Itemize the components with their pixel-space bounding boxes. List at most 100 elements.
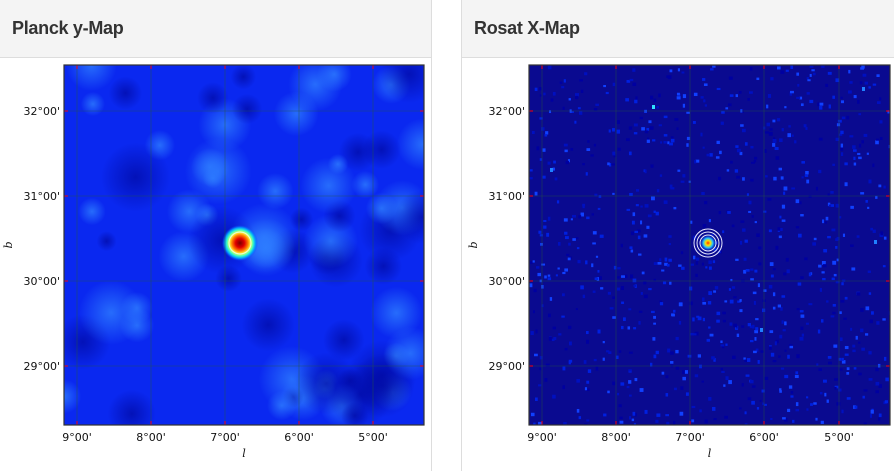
noise-pixel [777,227,781,231]
noise-pixel [664,257,668,262]
noise-pixel [562,293,565,297]
texture-blob [322,319,365,361]
noise-pixel [720,121,724,125]
noise-pixel [800,276,804,279]
noise-pixel [816,363,819,366]
noise-pixel [667,348,671,353]
noise-pixel [875,381,880,386]
noise-pixel [790,90,794,94]
noise-pixel [809,65,814,68]
noise-pixel [838,357,842,361]
noise-pixel [887,110,890,114]
noise-pixel [770,77,774,81]
noise-pixel [861,65,865,69]
texture-blob [364,247,403,285]
noise-pixel [599,234,604,238]
noise-pixel [883,236,887,240]
texture-blob [273,91,319,137]
noise-pixel [744,411,747,415]
noise-pixel [651,310,655,314]
noise-pixel [670,136,674,139]
noise-pixel [605,91,609,95]
noise-pixel [730,160,733,164]
noise-pixel [595,255,599,258]
noise-pixel [831,277,835,281]
noise-pixel [583,360,587,364]
noise-pixel [582,204,585,209]
noise-pixel [680,251,684,255]
noise-pixel [756,77,760,81]
noise-pixel [558,333,562,336]
noise-pixel [819,105,823,110]
noise-pixel [729,322,733,326]
noise-pixel [541,263,546,266]
noise-pixel [844,345,849,350]
noise-pixel [626,79,631,83]
noise-pixel [640,205,643,208]
noise-pixel [693,92,698,97]
noise-pixel [706,338,711,342]
noise-pixel [562,106,565,110]
noise-pixel [612,82,616,87]
noise-pixel [801,176,804,179]
noise-pixel [828,361,833,365]
noise-pixel [586,419,590,422]
noise-pixel [708,291,713,296]
noise-pixel [876,321,880,325]
noise-pixel [690,220,693,224]
noise-pixel [785,69,789,72]
noise-pixel [744,359,748,362]
noise-pixel [564,231,568,235]
noise-pixel [695,273,698,278]
noise-pixel [779,334,783,339]
noise-pixel [697,316,702,321]
noise-pixel [868,179,872,184]
noise-pixel [529,283,533,288]
noise-pixel [638,253,642,256]
noise-pixel [831,228,836,232]
noise-pixel [853,162,857,166]
noise-pixel [576,408,580,413]
noise-pixel [540,127,545,131]
noise-pixel [628,369,632,372]
noise-pixel [716,140,720,145]
noise-pixel [841,360,846,364]
noise-pixel [621,301,625,304]
noise-pixel [562,366,566,371]
noise-pixel [607,390,610,394]
noise-pixel [640,292,643,295]
noise-pixel [752,324,755,329]
noise-pixel [769,262,774,267]
noise-pixel [613,265,617,270]
noise-pixel [801,161,805,164]
noise-pixel [690,263,694,266]
noise-pixel [772,138,777,143]
noise-pixel [542,175,546,179]
noise-pixel [808,272,812,277]
texture-blob [396,118,424,171]
noise-pixel [669,69,673,73]
noise-pixel [768,229,772,233]
noise-pixel [563,79,566,83]
noise-pixel [669,184,673,189]
noise-pixel [815,186,818,191]
noise-pixel [691,419,695,423]
noise-pixel [618,404,622,408]
noise-pixel [755,318,759,321]
noise-pixel [665,375,669,379]
noise-pixel [858,372,862,376]
noise-pixel [778,167,782,171]
noise-pixel [607,162,610,166]
noise-pixel [850,327,853,331]
noise-pixel [670,138,675,143]
noise-pixel [745,268,750,272]
noise-pixel [883,185,886,189]
noise-pixel [530,412,535,417]
noise-pixel [836,258,839,262]
noise-pixel [740,220,745,223]
noise-pixel [541,285,544,289]
noise-pixel [751,214,754,218]
noise-pixel [695,159,700,163]
noise-pixel [747,98,750,101]
noise-pixel [686,143,689,147]
